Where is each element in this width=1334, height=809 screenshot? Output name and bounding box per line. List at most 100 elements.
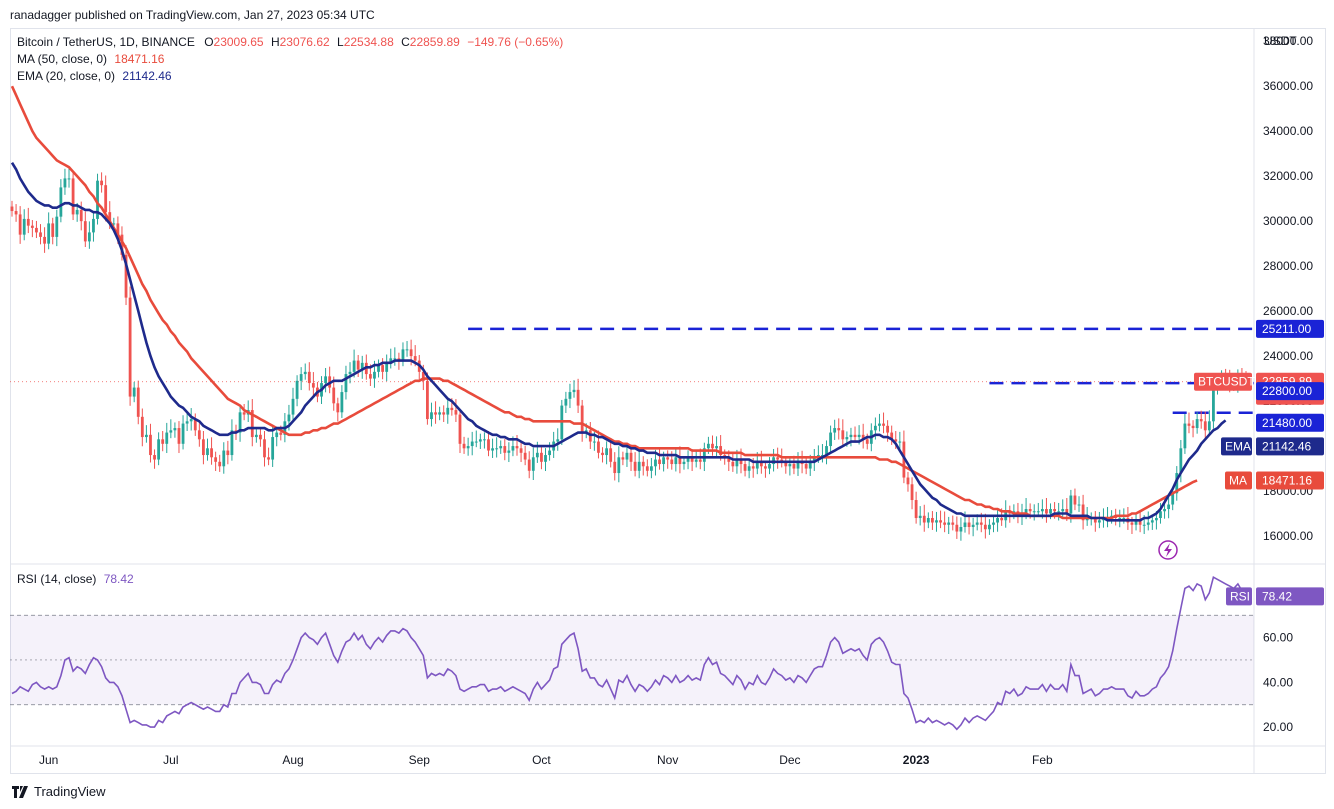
candle-body [1183,423,1187,449]
candle-body [690,457,694,462]
candle-body [26,218,30,226]
candle-body [153,455,156,460]
candle-body [499,446,503,449]
candle-body [1093,518,1097,523]
candle-body [613,461,617,474]
candle-body [926,518,930,523]
candle-body [898,441,902,443]
candle-body [336,403,340,413]
tag-ema-value[interactable]: 21142.46 [1256,437,1324,456]
candle-body [1146,522,1150,525]
candle-body [22,218,26,235]
candle-body [14,211,18,215]
candle-body [1073,495,1077,505]
candle-body [466,446,470,449]
candle-body [609,448,613,462]
candle-body [755,461,759,469]
candle-body [59,187,63,217]
time-tick-label: Sep [409,753,431,767]
svg-text:25211.00: 25211.00 [1262,322,1311,336]
candle-body [55,216,59,237]
candle-body [686,457,690,462]
candle-body [454,410,458,415]
candle-body [743,464,747,471]
candle-body [951,522,955,525]
candle-body [711,443,714,449]
candle-body [1175,473,1179,494]
candle-body [360,362,364,370]
candle-body [124,254,128,298]
candle-body [857,434,861,438]
candle-body [442,412,446,415]
candle-body [381,365,385,372]
svg-text:MA: MA [1229,473,1247,487]
candle-body [450,407,454,411]
candle-body [519,448,523,453]
legend-ema[interactable]: EMA (20, close, 0) 21142.46 [17,69,172,83]
candle-body [943,522,947,525]
candle-body [377,365,380,372]
candle-body [759,461,763,467]
candle-body [291,398,295,415]
candle-body [564,398,568,406]
candle-body [279,432,283,435]
candle-body [250,410,254,438]
price-tick-label: 36000.00 [1263,79,1313,93]
tag-rsi-value[interactable]: 78.42 [1256,587,1324,606]
candle-body [1049,509,1052,514]
publisher-line: ranadagger published on TradingView.com,… [10,8,375,22]
price-tick-label: 24000.00 [1263,349,1313,363]
ema20-line [10,162,1227,522]
candle-body [108,212,112,224]
tag-ma-value[interactable]: 18471.16 [1256,471,1324,490]
svg-text:21142.46: 21142.46 [1262,439,1311,453]
rsi-line [11,576,1247,731]
candle-body [161,439,165,444]
candle-body [886,425,890,433]
candle-body [890,432,894,440]
candle-body [63,178,67,188]
candle-body [311,383,315,388]
candle-body [670,459,674,465]
candle-body [833,428,837,433]
tag-25211[interactable]: 25211.00 [1256,319,1324,338]
candle-body [796,461,800,469]
candle-body [707,443,710,449]
tag-btcusdt-name: BTCUSDT [1194,372,1255,391]
candle-body [149,434,152,456]
tag-ema-name: EMA [1221,437,1252,456]
candle-body [299,374,303,381]
tag-22800[interactable]: 22800.00 [1256,382,1324,401]
candle-body [1032,511,1036,513]
tag-21480[interactable]: 21480.00 [1256,413,1324,432]
candle-body [1118,518,1122,520]
legend-ma[interactable]: MA (50, close, 0) 18471.16 [17,52,164,66]
candle-body [825,446,828,456]
candle-body [1081,504,1085,521]
candle-body [861,434,865,440]
tag-rsi-name: RSI [1226,587,1252,606]
candle-body [1179,448,1183,474]
candle-body [434,412,437,415]
candle-body [446,407,450,415]
candle-body [511,446,515,451]
legend-l-label: L [337,35,344,49]
candle-body [979,522,983,525]
candle-body [1171,493,1175,505]
candle-body [808,461,812,469]
legend-rsi[interactable]: RSI (14, close) 78.42 [17,572,134,586]
footer-brand[interactable]: TradingView [12,784,106,799]
candle-body [531,457,535,471]
candle-body [368,374,372,379]
candle-body [666,457,670,460]
candle-body [719,446,723,456]
candle-body [849,434,853,438]
candle-body [548,450,551,456]
candle-body [373,371,376,379]
candle-body [735,459,739,467]
legend-low: 22534.88 [343,35,394,49]
candle-body [975,522,979,525]
time-tick-label: Feb [1032,753,1053,767]
top-bar: ranadagger published on TradingView.com,… [0,0,1334,30]
